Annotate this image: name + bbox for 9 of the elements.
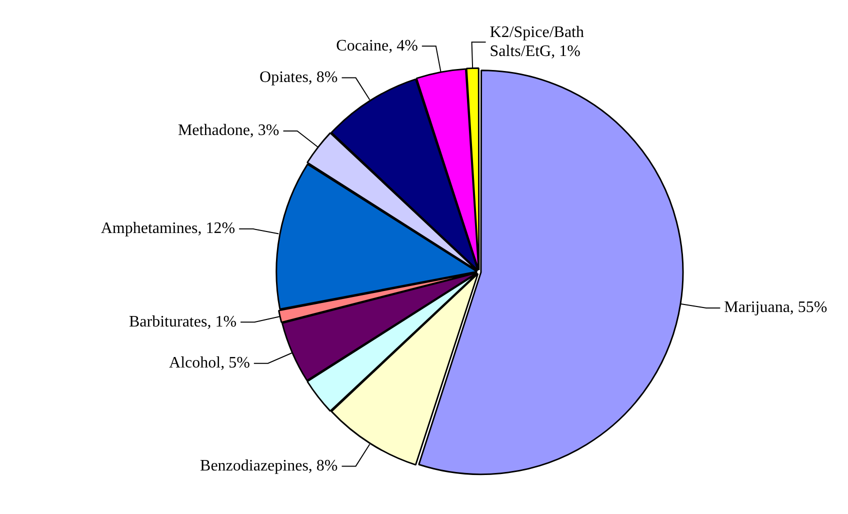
slice-label: Alcohol, 5%: [169, 354, 250, 372]
slice-label: Cocaine, 4%: [336, 37, 418, 54]
slice-label: Barbiturates, 1%: [129, 313, 237, 330]
slice-label: Methadone, 3%: [178, 122, 280, 140]
slice-label: Amphetamines, 12%: [100, 220, 236, 238]
slice-label: Opiates, 8%: [260, 69, 338, 86]
slice-label: K2/Spice/Bath Salts/EtG, 1%: [490, 24, 584, 60]
slice-label: Marijuana, 55%: [724, 299, 828, 316]
slice-label: Benzodiazepines, 8%: [200, 457, 338, 474]
